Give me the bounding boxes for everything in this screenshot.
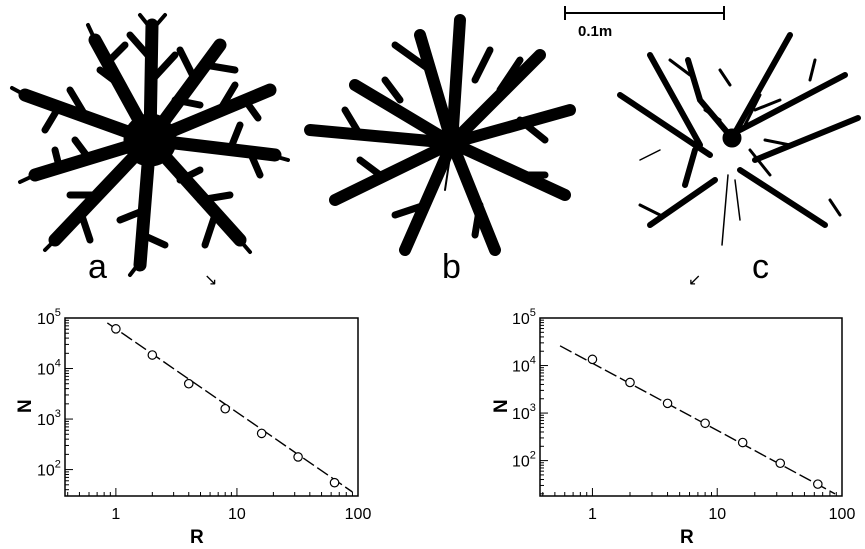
y-tick-label: 102	[37, 459, 61, 480]
plot-frame-left	[64, 317, 359, 497]
y-tick-label: 105	[37, 307, 61, 328]
y-tick-label: 102	[512, 450, 536, 471]
dendrite-image-c	[617, 32, 861, 246]
arrow-icon-a: ↘	[204, 270, 217, 289]
fit-line	[559, 345, 836, 495]
data-point	[625, 377, 635, 388]
data-point	[813, 479, 823, 489]
data-point	[775, 458, 786, 469]
y-tick-label: 104	[37, 358, 61, 379]
panel-label-a: a	[88, 248, 107, 286]
data-point	[147, 350, 158, 360]
x-tick-label: 1	[111, 506, 120, 523]
data-point	[183, 378, 194, 389]
x-tick-label: 10	[228, 506, 246, 523]
data-point	[293, 452, 303, 462]
y-tick-label: 103	[37, 408, 61, 429]
y-axis-title-right: N	[491, 399, 512, 413]
data-point	[111, 324, 121, 334]
x-axis-title-left: R	[190, 527, 204, 548]
y-tick-label: 105	[512, 307, 536, 328]
data-point	[256, 428, 267, 439]
scale-bar: 0.1m	[564, 6, 725, 40]
y-tick-label: 103	[512, 402, 536, 423]
data-point	[662, 398, 673, 409]
arrow-icon-c: ↙	[688, 270, 701, 289]
fit-line	[106, 322, 353, 493]
data-point	[329, 477, 340, 488]
loglog-plot-left: 1 10 100 102 103 104 105 R N	[15, 307, 371, 548]
x-tick-label: 1	[588, 506, 597, 523]
panel-label-b: b	[442, 248, 461, 286]
data-point	[700, 418, 710, 429]
scale-bar-label: 0.1m	[578, 23, 612, 40]
x-tick-label: 100	[829, 506, 856, 523]
data-point	[587, 354, 598, 365]
plot-frame-right	[539, 317, 843, 497]
panel-label-c: c	[752, 248, 769, 286]
dendrite-image-a	[10, 13, 290, 277]
loglog-plot-right: 1 10 100 102 103 104 105 R N	[491, 307, 855, 548]
data-point	[220, 403, 231, 414]
data-point	[737, 437, 748, 448]
x-tick-label: 10	[708, 506, 726, 523]
y-axis-title-left: N	[15, 399, 36, 413]
x-axis-title-right: R	[680, 527, 694, 548]
dendrite-image-b	[304, 14, 576, 256]
y-tick-label: 104	[512, 355, 536, 376]
x-tick-label: 100	[345, 506, 372, 523]
